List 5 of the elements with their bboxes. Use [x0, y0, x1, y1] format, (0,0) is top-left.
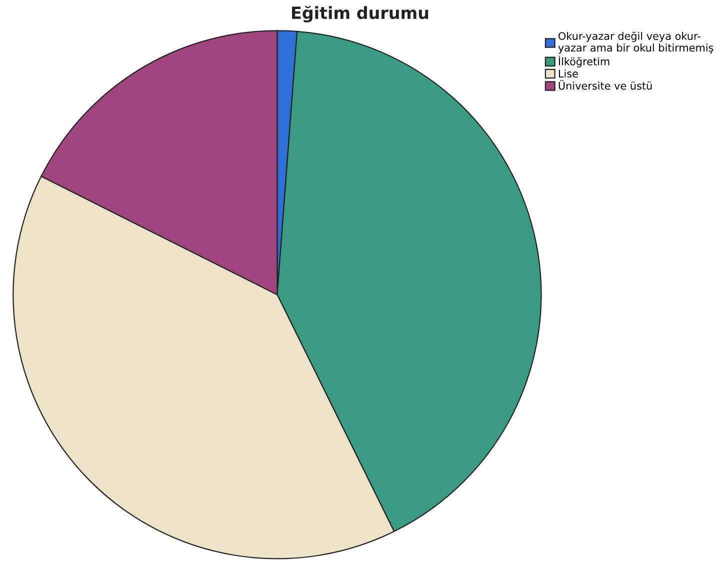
legend-label: Lise	[558, 69, 578, 78]
legend-label: Okur-yazar değil veya okur- yazar ama bir okul bitirmemiş	[558, 32, 714, 54]
legend-label: Üniversite ve üstü	[558, 80, 652, 90]
chart-title: Eğitim durumu	[292, 6, 428, 22]
legend-label: İlköğretim	[558, 56, 610, 68]
